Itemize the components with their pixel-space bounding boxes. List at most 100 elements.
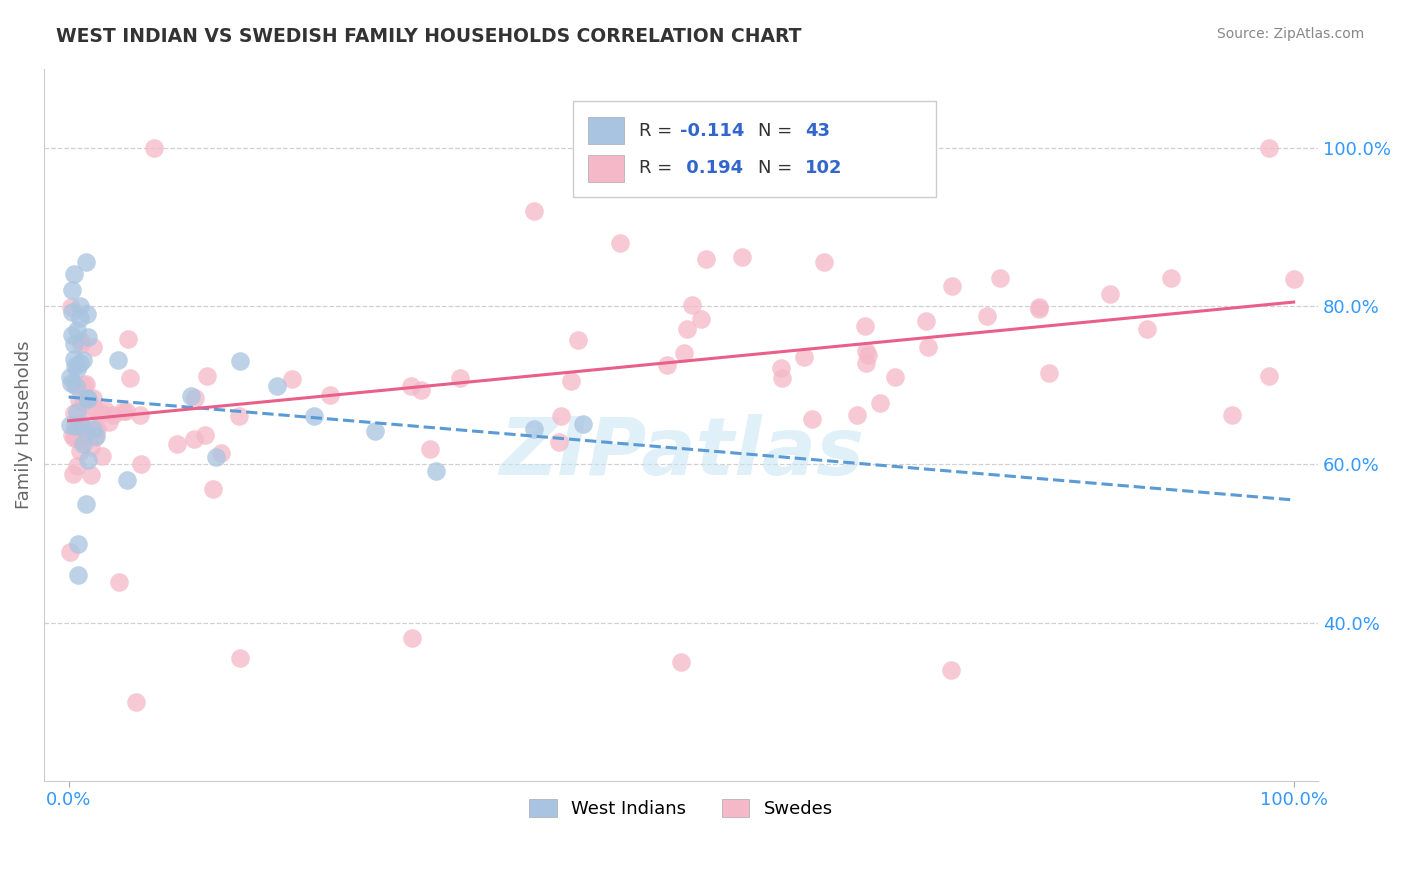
Point [180,389,202,403]
Point [75,497,97,511]
Point [66,405,89,419]
Point [419,442,441,457]
Point [82,422,104,436]
Point [941,279,963,293]
Text: R =: R = [640,121,678,139]
Point [69,356,91,370]
Point [86,429,108,443]
Point [84,421,107,435]
Point [69,299,91,313]
Point [67,536,90,550]
Point [1028,302,1050,317]
Text: 0.194: 0.194 [681,160,742,178]
Point [108,574,131,589]
Point [770,361,793,376]
Point [73,426,96,441]
Point [855,356,877,370]
Point [125,695,148,709]
Point [281,372,304,386]
Point [80,440,103,454]
Text: 102: 102 [804,160,842,178]
Point [72,419,94,434]
Point [976,309,998,323]
Point [858,348,880,362]
Point [91,406,114,420]
Point [66,323,89,337]
Point [115,404,138,418]
Point [845,408,868,422]
Point [67,568,90,582]
Point [76,329,98,343]
Point [63,419,86,434]
Text: Source: ZipAtlas.com: Source: ZipAtlas.com [1216,27,1364,41]
Point [695,252,717,266]
Point [523,422,546,436]
Point [72,353,94,368]
Point [70,419,93,434]
Point [67,392,90,407]
Point [75,255,97,269]
Point [76,307,98,321]
Point [62,327,84,342]
Point [75,376,97,391]
Point [425,464,447,478]
Point [202,482,225,496]
Point [83,401,105,416]
Point [229,354,252,368]
Point [917,340,939,354]
Point [66,419,89,434]
Point [101,409,124,423]
Point [1222,408,1244,422]
Point [194,428,217,442]
Bar [572,101,936,197]
Point [166,437,188,451]
Point [682,298,704,312]
Point [183,432,205,446]
Point [60,376,83,390]
Point [1136,322,1159,336]
Point [855,343,877,358]
Point [770,370,793,384]
Point [801,412,824,426]
Point [869,396,891,410]
Point [115,473,138,487]
Point [567,333,589,347]
Point [62,337,84,351]
Text: R =: R = [640,160,678,178]
Point [853,319,876,334]
Point [550,409,572,423]
Point [523,204,546,219]
Point [129,457,152,471]
Point [939,663,962,677]
Bar [588,117,624,144]
Point [319,388,342,402]
Point [90,449,112,463]
Point [229,651,252,665]
Text: N =: N = [758,160,797,178]
Text: 43: 43 [804,121,830,139]
Point [401,632,423,646]
Point [69,417,91,431]
Point [988,271,1011,285]
Point [70,433,93,447]
Point [204,450,226,464]
Point [65,378,87,392]
Point [79,467,101,482]
Point [72,396,94,410]
Point [60,283,83,297]
Point [1258,368,1281,383]
Point [884,370,907,384]
Point [813,255,835,269]
Point [63,359,86,373]
Point [609,235,631,250]
Point [86,422,108,436]
Point [73,378,96,392]
Point [117,332,139,346]
Point [69,444,91,458]
Y-axis label: Family Households: Family Households [15,341,32,509]
Point [548,435,571,450]
Point [70,337,93,351]
Point [143,141,166,155]
Point [66,459,89,474]
Point [364,424,387,438]
